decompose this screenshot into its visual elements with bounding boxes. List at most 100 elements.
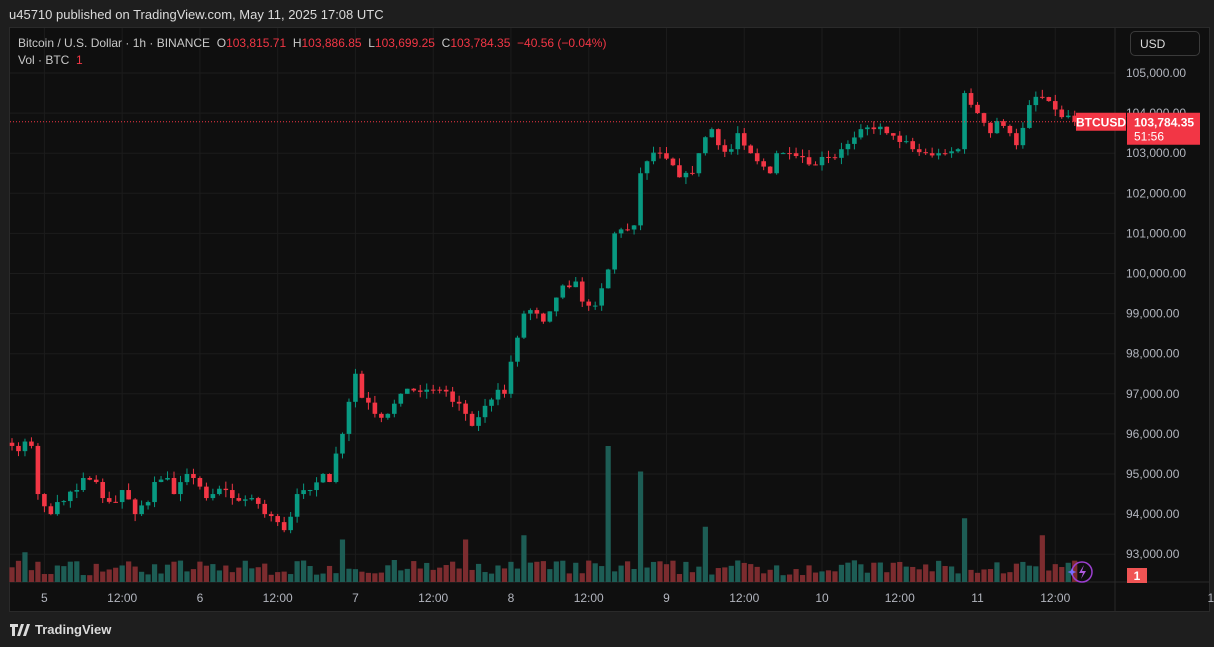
candle-body (80, 478, 86, 491)
candle-body (748, 145, 754, 154)
volume-bar (754, 566, 760, 582)
open-value: 103,815.71 (226, 36, 287, 50)
volume-bar (741, 562, 747, 582)
candle-body (366, 397, 371, 403)
volume-label[interactable]: Vol · BTC (18, 53, 70, 67)
candle-body (949, 151, 954, 154)
candle-body (560, 285, 566, 298)
volume-bar (22, 552, 28, 582)
volume-bar (527, 562, 533, 582)
volume-bar (158, 573, 164, 582)
volume-bar (897, 561, 903, 582)
volume-bar (715, 568, 721, 582)
volume-bar (281, 571, 287, 582)
volume-bar (547, 569, 553, 582)
volume-bar (1026, 565, 1032, 582)
candle-body (139, 505, 144, 515)
volume-bar (1072, 560, 1078, 582)
candle-body (1046, 97, 1052, 102)
change-value: −40.56 (−0.04%) (517, 36, 607, 50)
volume-bar (74, 561, 80, 582)
candle-body (1052, 101, 1058, 110)
volume-bar (696, 566, 702, 582)
volume-bar (365, 572, 371, 582)
volume-bar (190, 569, 197, 582)
candle-body (255, 498, 261, 504)
x-tick-label: 12:00 (107, 591, 137, 605)
x-tick-label: 12:00 (1040, 591, 1070, 605)
candle-body (327, 474, 332, 483)
currency-button[interactable]: USD (1130, 31, 1200, 56)
volume-bar (41, 574, 47, 582)
volume-bar (475, 563, 482, 582)
candle-body (754, 153, 760, 162)
tradingview-logo[interactable]: TradingView (10, 622, 111, 637)
candle-body (962, 93, 967, 150)
volume-bar (936, 560, 942, 582)
volume-bar (819, 571, 825, 582)
volume-bar (482, 572, 488, 582)
candle-body (469, 413, 475, 426)
candle-body (106, 498, 112, 502)
candle-body (443, 389, 449, 392)
candle-body (942, 153, 948, 155)
candle-body (1059, 109, 1065, 118)
volume-bar (87, 575, 93, 582)
volume-bar (903, 566, 909, 582)
candle-series (9, 88, 1078, 534)
candle-body (677, 165, 682, 178)
lightning-icon[interactable] (1067, 561, 1093, 583)
low-label: L (368, 36, 375, 50)
candle-body (281, 522, 287, 531)
candle-body (923, 152, 928, 154)
volume-bar (404, 568, 410, 582)
candle-body (476, 417, 481, 426)
volume-bar (748, 564, 754, 582)
volume-bar (579, 573, 585, 582)
ohlc-row: Bitcoin / U.S. Dollar · 1h · BINANCE O10… (18, 35, 606, 52)
candle-body (1020, 127, 1026, 146)
symbol-title[interactable]: Bitcoin / U.S. Dollar · 1h · BINANCE (18, 36, 211, 50)
volume-bar (560, 560, 566, 582)
candle-body (1065, 115, 1071, 118)
volume-bar (553, 561, 559, 582)
volume-bar (216, 570, 222, 582)
volume-bar (670, 560, 676, 582)
volume-bar (676, 574, 683, 582)
candle-body (618, 229, 624, 234)
y-tick-label: 101,000.00 (1126, 226, 1186, 240)
candle-body (722, 145, 728, 152)
volume-bar (761, 573, 767, 582)
candle-body (249, 498, 255, 500)
volume-bar (378, 572, 384, 582)
volume-bar (93, 563, 99, 582)
volume-bar (151, 564, 158, 582)
candle-body (936, 153, 941, 156)
volume-bar (832, 571, 838, 582)
volume-bar (845, 562, 851, 582)
volume-bar (573, 562, 579, 582)
candle-body (424, 389, 430, 392)
candle-body (242, 499, 248, 501)
candle-body (1033, 96, 1039, 106)
volume-bar (223, 565, 229, 582)
candle-body (903, 141, 909, 143)
volume-bar (910, 566, 916, 582)
candle-body (437, 389, 442, 391)
candle-body (340, 433, 345, 454)
volume-bar (326, 565, 333, 582)
candle-body (664, 153, 669, 159)
volume-bar (508, 561, 514, 582)
volume-tag (1127, 568, 1147, 583)
candle-body (994, 121, 1000, 134)
candle-body (404, 388, 410, 394)
volume-bar (288, 574, 294, 582)
volume-bar (437, 567, 443, 582)
volume-bar (637, 471, 644, 582)
volume-bar (249, 568, 255, 582)
volume-bar (663, 564, 670, 582)
x-tick-label: 12:00 (574, 591, 604, 605)
candle-body (450, 391, 455, 402)
x-tick-label: 8 (508, 591, 515, 605)
